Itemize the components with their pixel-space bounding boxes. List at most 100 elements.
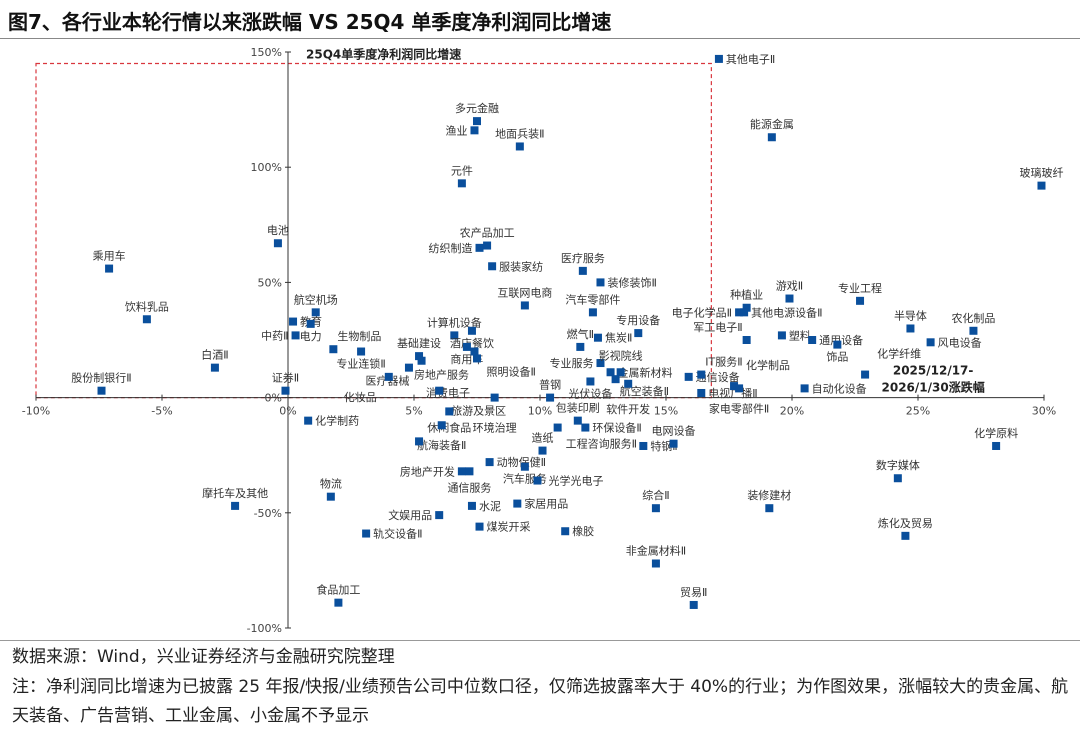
footnote: 注：净利润同比增速为已披露 25 年报/快报/业绩预告公司中位数口径，仅筛选披露… bbox=[12, 677, 1069, 726]
data-point-label: 乘用车 bbox=[93, 249, 126, 263]
data-point-label: 纺织制造 bbox=[429, 241, 473, 255]
data-point bbox=[329, 345, 338, 354]
data-point-label: IT服务Ⅱ bbox=[705, 356, 742, 369]
data-point bbox=[689, 600, 698, 609]
x-axis-label: 2026/1/30涨跌幅 bbox=[882, 380, 985, 395]
data-point bbox=[457, 467, 466, 476]
data-point-label: 食品加工 bbox=[316, 583, 360, 597]
data-point-label: 航空机场 bbox=[294, 292, 338, 306]
data-point-label: 包装印刷 bbox=[556, 402, 600, 415]
data-point-label: 专业连锁Ⅱ bbox=[336, 357, 385, 371]
data-point bbox=[520, 301, 529, 310]
data-point-label: 饮料乳品 bbox=[125, 299, 169, 313]
data-point-label: 能源金属 bbox=[750, 117, 794, 131]
data-point-label: 物流 bbox=[320, 477, 342, 491]
data-point bbox=[596, 359, 605, 368]
data-point-label: 通信设备 bbox=[696, 370, 740, 384]
data-point bbox=[467, 326, 476, 335]
data-point bbox=[362, 529, 371, 538]
data-point bbox=[485, 458, 494, 467]
data-point-label: 轨交设备Ⅱ bbox=[373, 527, 422, 541]
x-tick-label: 15% bbox=[654, 405, 678, 418]
data-point bbox=[289, 317, 298, 326]
data-point-label: 软件开发 bbox=[606, 402, 650, 416]
y-tick-label: 100% bbox=[251, 161, 282, 174]
highlight-box bbox=[35, 62, 712, 399]
data-point bbox=[735, 308, 744, 317]
data-point-label: 游戏Ⅱ bbox=[776, 280, 803, 293]
data-point-label: 化学制药 bbox=[315, 414, 359, 428]
x-tick-label: 20% bbox=[780, 405, 804, 418]
scatter-chart: -10% -5% 0% 5% 10% 15% 20% 25% 30% -100% -50% 0% 50%… bbox=[22, 46, 1064, 635]
data-point bbox=[105, 264, 114, 273]
data-point-label: 电网设备 bbox=[652, 424, 696, 438]
data-point-label: 风电设备 bbox=[938, 335, 982, 349]
data-point-label: 电子化学品Ⅱ bbox=[672, 305, 732, 319]
data-point bbox=[97, 386, 106, 395]
data-point bbox=[576, 342, 585, 351]
data-point bbox=[142, 315, 151, 324]
data-point bbox=[306, 319, 315, 328]
data-point bbox=[384, 372, 393, 381]
data-point bbox=[639, 441, 648, 450]
data-point bbox=[334, 598, 343, 607]
data-point bbox=[785, 294, 794, 303]
data-point-label: 贸易Ⅱ bbox=[680, 586, 707, 599]
data-point-label: 装修建材 bbox=[747, 488, 791, 502]
source-note: 数据来源：Wind，兴业证券经济与金融研究院整理 bbox=[12, 647, 395, 667]
data-point bbox=[593, 333, 602, 342]
data-point bbox=[735, 384, 744, 393]
data-point bbox=[669, 439, 678, 448]
x-tick-label: 10% bbox=[528, 405, 552, 418]
data-point-label: 股份制银行Ⅱ bbox=[71, 371, 131, 385]
data-point bbox=[465, 467, 474, 476]
data-point bbox=[651, 559, 660, 568]
data-point-label: 光伏设备 bbox=[568, 386, 612, 400]
data-point-label: 数字媒体 bbox=[876, 458, 920, 472]
data-point-label: 旅游及景区 bbox=[451, 404, 506, 418]
data-point bbox=[490, 393, 499, 402]
data-point bbox=[357, 347, 366, 356]
data-point-label: 影视院线 bbox=[599, 348, 643, 362]
data-point bbox=[467, 501, 476, 510]
data-point bbox=[611, 375, 620, 384]
data-point-label: 综合Ⅱ bbox=[642, 488, 669, 502]
data-point-label: 专业工程 bbox=[838, 281, 882, 295]
data-point bbox=[304, 416, 313, 425]
data-point bbox=[417, 356, 426, 365]
data-point-label: 煤炭开采 bbox=[487, 521, 531, 534]
data-point bbox=[415, 437, 424, 446]
data-point bbox=[515, 142, 524, 151]
data-point-label: 橡胶 bbox=[572, 524, 594, 538]
data-point bbox=[893, 474, 902, 483]
data-point bbox=[473, 354, 481, 363]
data-point-label: 水泥 bbox=[479, 500, 501, 513]
data-point-label: 其他电子Ⅱ bbox=[726, 53, 775, 66]
data-point-label: 造纸 bbox=[532, 431, 554, 445]
x-axis-label: 2025/12/17- bbox=[893, 364, 974, 378]
y-axis-label: 25Q4单季度净利润同比增速 bbox=[306, 47, 461, 62]
data-point bbox=[926, 338, 935, 347]
data-point-label: 通信服务 bbox=[447, 481, 491, 494]
data-point bbox=[475, 522, 484, 531]
data-point-label: 互联网电商 bbox=[497, 285, 552, 299]
data-point-label: 化妆品 bbox=[344, 390, 377, 404]
data-point bbox=[470, 126, 479, 135]
data-point bbox=[777, 331, 786, 340]
data-point bbox=[415, 352, 424, 361]
data-point bbox=[906, 324, 915, 333]
data-point-label: 环境治理 bbox=[473, 421, 517, 435]
data-point bbox=[326, 492, 335, 501]
data-point-label: 专用设备 bbox=[616, 313, 660, 327]
data-point-label: 化学制品 bbox=[746, 358, 790, 372]
data-point bbox=[616, 368, 625, 377]
data-point bbox=[856, 296, 865, 305]
data-point bbox=[969, 326, 978, 335]
data-point bbox=[714, 54, 723, 63]
data-point-label: 炼化及贸易 bbox=[878, 516, 933, 530]
data-point-label: 航海装备Ⅱ bbox=[417, 438, 466, 452]
data-point bbox=[538, 446, 547, 455]
data-point bbox=[561, 527, 570, 536]
data-point bbox=[742, 336, 751, 344]
data-point bbox=[697, 370, 706, 379]
